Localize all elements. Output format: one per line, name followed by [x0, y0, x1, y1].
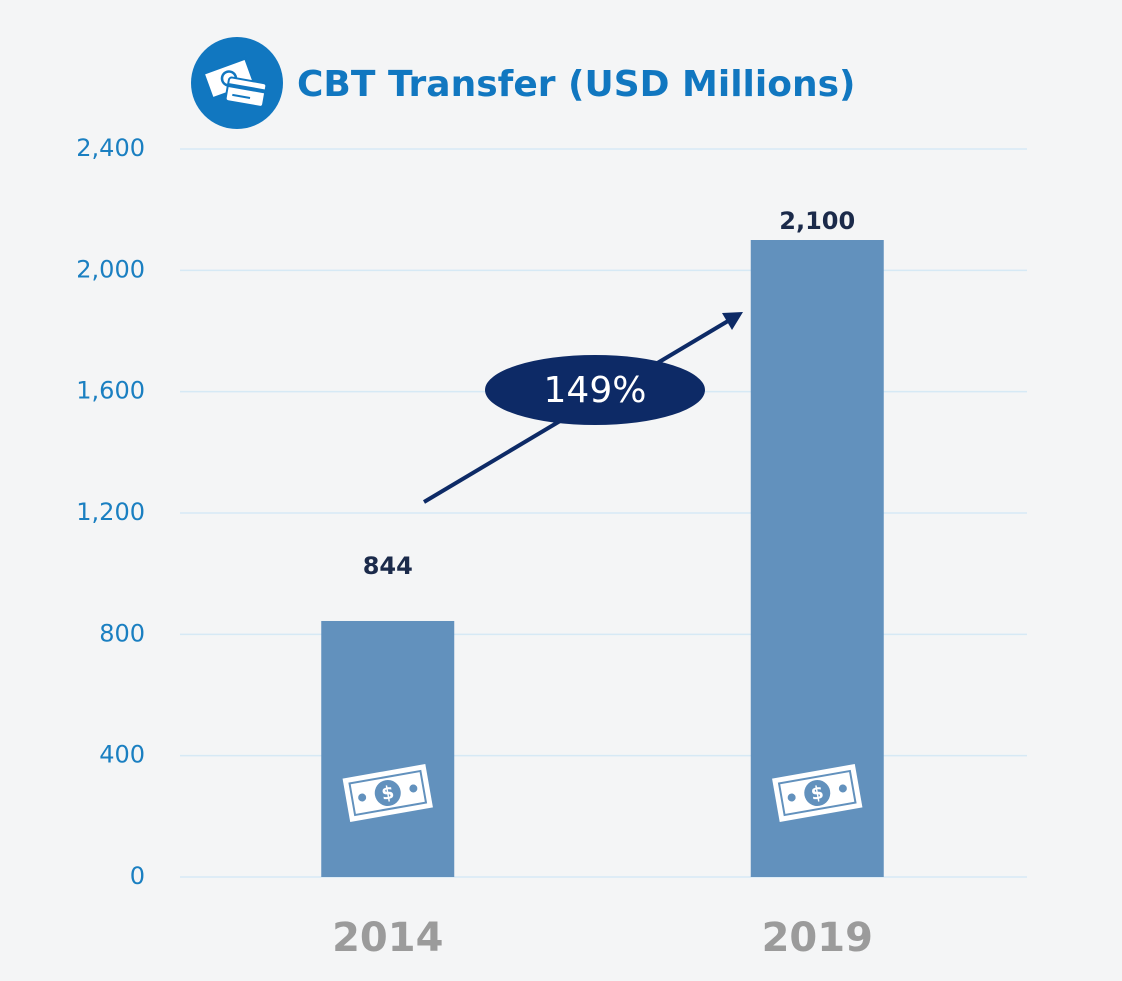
- value-label: 844: [363, 552, 413, 580]
- y-tick-label: 0: [130, 862, 145, 890]
- y-tick-label: 400: [99, 741, 145, 769]
- bill-sign: $: [380, 782, 396, 805]
- title-icon: [191, 37, 283, 129]
- y-tick-label: 1,200: [76, 498, 145, 526]
- x-tick-label: 2014: [332, 915, 443, 961]
- bill-sign: $: [809, 782, 825, 805]
- arrow-head: [722, 312, 743, 330]
- bill-dot: [409, 784, 418, 793]
- annotation: 149%: [544, 370, 647, 411]
- bill-coin: [804, 780, 831, 806]
- bill-dot: [358, 793, 367, 802]
- y-tick-label: 2,000: [76, 255, 145, 283]
- bar: [321, 620, 455, 877]
- bill-icon: $: [342, 764, 433, 822]
- y-tick-label: 2,400: [76, 134, 145, 162]
- y-tick-label: 800: [99, 619, 145, 647]
- x-tick-label: 2019: [762, 915, 873, 961]
- bill-inner: [777, 769, 857, 817]
- annotation-bubble: [485, 355, 705, 425]
- bill-icon: $: [772, 764, 863, 822]
- value-label: 2,100: [779, 207, 855, 235]
- y-tick-label: 1,600: [76, 377, 145, 405]
- bill-dot: [838, 784, 847, 793]
- chart-title: CBT Transfer (USD Millions): [297, 64, 855, 105]
- bill-coin: [374, 780, 401, 806]
- bill-dot: [787, 793, 796, 802]
- bill-inner: [348, 769, 428, 817]
